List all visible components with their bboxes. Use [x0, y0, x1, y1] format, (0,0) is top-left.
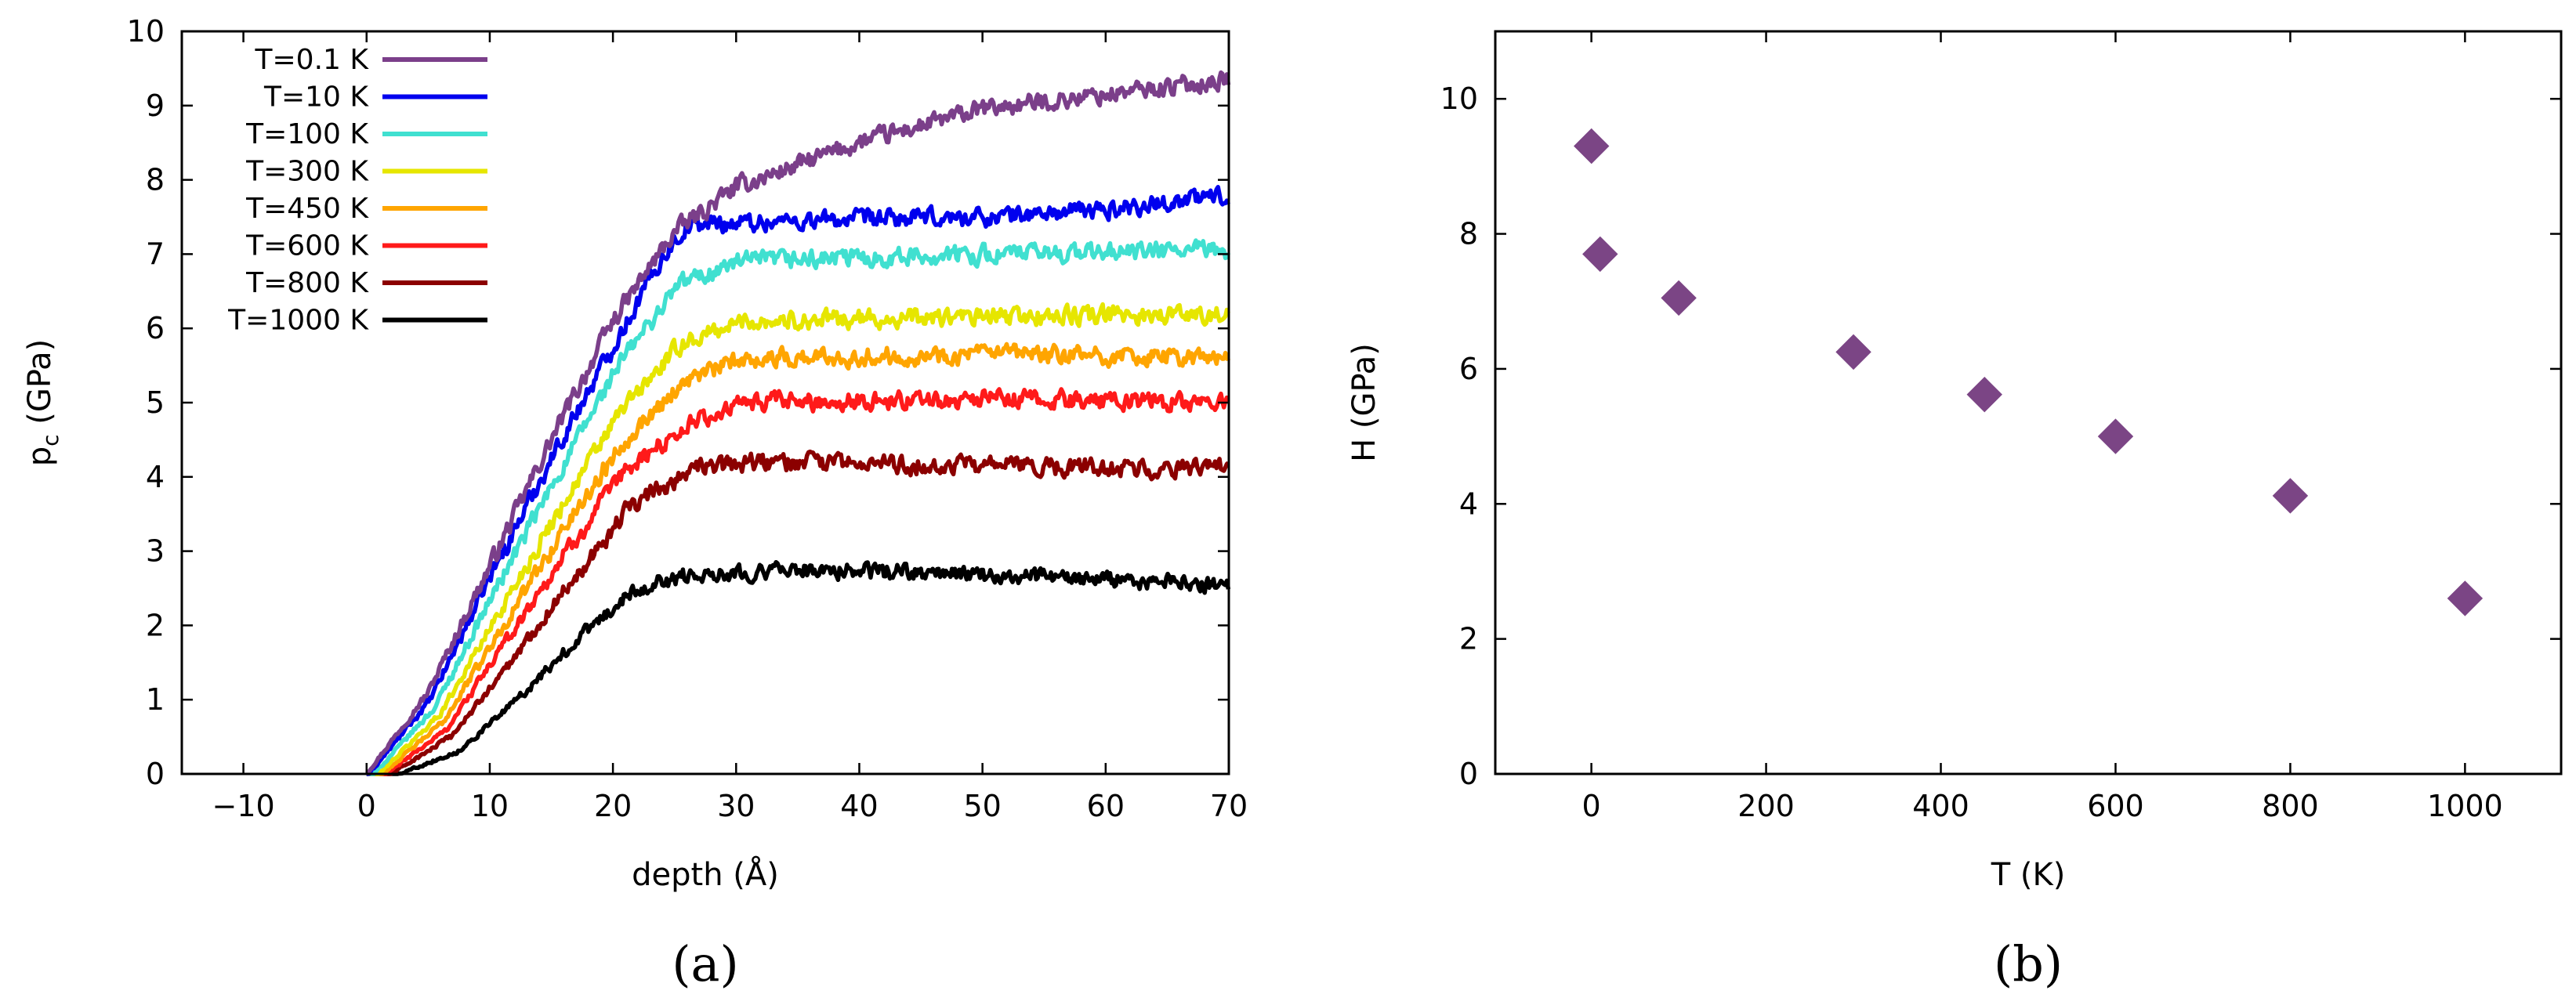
panel-b-x-tick-label: 800: [2262, 789, 2319, 823]
panel-b-y-tick-label: 4: [1459, 486, 1478, 521]
panel-a-plot-area: [365, 70, 1231, 776]
data-point-diamond: [1574, 128, 1610, 164]
panel-b-y-axis-label: H (GPa): [1346, 343, 1382, 462]
panel-a-y-tick-label: 5: [146, 385, 165, 420]
panel-a-x-axis-label: depth (Å): [632, 855, 779, 893]
panel-b-x-axis-label: T (K): [1991, 857, 2066, 893]
panel-a-y-tick-label: 10: [127, 14, 165, 49]
panel-a-y-tick-label: 3: [146, 534, 165, 569]
series-line-t-1000-k: [365, 559, 1231, 776]
panel-a-x-tick-label: 70: [1210, 789, 1248, 823]
series-line-t-10-k: [365, 185, 1230, 776]
panel-b-axes: 0 200 400 600 800 1000 0 2 4 6 8 10: [1440, 30, 2563, 823]
legend-label: T=800 K: [245, 267, 369, 299]
panel-a-x-tick-label: 20: [594, 789, 632, 823]
panel-a-y-tick-label: 0: [146, 757, 165, 791]
panel-a-x-tick-label: 40: [840, 789, 878, 823]
panel-b-x-tick-label: 200: [1737, 789, 1795, 823]
panel-b-y-tick-label: 0: [1459, 757, 1478, 791]
panel-a-y-tick-label: 1: [146, 682, 165, 717]
panel-a-x-tick-label: 30: [717, 789, 755, 823]
panel-b-y-tick-label: 10: [1440, 81, 1478, 116]
data-point-diamond: [1835, 334, 1871, 371]
panel-a-y-tick-label: 6: [146, 311, 165, 345]
legend-label: T=100 K: [245, 118, 369, 150]
data-point-diamond: [2097, 418, 2134, 454]
panel-b-scatter-chart: 0 200 400 600 800 1000 0 2 4 6 8 10 T (K) H (GPa) (…: [1346, 30, 2563, 992]
data-point-diamond: [2272, 478, 2309, 514]
series-line-t-100-k: [365, 238, 1231, 776]
panel-b-plot-area: [1574, 128, 2484, 616]
series-line-t-800-k: [365, 449, 1230, 776]
data-point-diamond: [1966, 376, 2002, 413]
legend-label: T=450 K: [245, 193, 369, 225]
panel-a-x-tick-label: 50: [963, 789, 1001, 823]
panel-a-y-tick-label: 2: [146, 608, 165, 642]
panel-b-y-tick-label: 8: [1459, 217, 1478, 251]
panel-a-y-tick-label: 8: [146, 163, 165, 197]
panel-a-x-tick-label: −10: [212, 789, 274, 823]
panel-b-x-tick-label: 0: [1582, 789, 1601, 823]
panel-b-frame: [1494, 30, 2563, 775]
panel-a-y-tick-label: 4: [146, 460, 165, 494]
panel-b-x-tick-label: 400: [1912, 789, 1969, 823]
panel-a-y-axis-label-main: p: [22, 446, 58, 466]
legend-label: T=1000 K: [227, 305, 369, 337]
panel-a-y-tick-label: 9: [146, 89, 165, 123]
panel-a-y-tick-label: 7: [146, 237, 165, 271]
panel-a-x-tick-label: 60: [1087, 789, 1125, 823]
panel-b-caption: (b): [1994, 935, 2063, 992]
panel-a-axes: −10 0 10 20 30 40 50 60 70 0 1 2 3 4 5 6 7 8 9 10: [127, 14, 1248, 823]
data-point-diamond: [1582, 236, 1618, 273]
series-line-t-0-1-k: [365, 70, 1231, 776]
panel-a-x-tick-label: 10: [471, 789, 509, 823]
panel-b-y-tick-label: 6: [1459, 352, 1478, 386]
panel-a-legend: T=0.1 K T=10 K T=100 K T=300 K T=450 K T=600 …: [227, 44, 487, 337]
legend-label: T=600 K: [245, 230, 369, 262]
legend-label: T=0.1 K: [255, 44, 370, 76]
series-line-t-450-k: [365, 342, 1230, 776]
legend-label: T=300 K: [245, 156, 369, 188]
series-line-t-600-k: [365, 387, 1230, 776]
series-line-t-300-k: [365, 302, 1230, 776]
panel-a-x-tick-label: 0: [357, 789, 376, 823]
panel-b-x-tick-label: 600: [2087, 789, 2144, 823]
legend-label: T=10 K: [263, 81, 369, 114]
panel-a-caption: (a): [672, 935, 738, 992]
panel-a-y-axis-label-unit: (GPa): [22, 339, 58, 435]
panel-a-y-axis-label-subscript: c: [38, 434, 63, 446]
panel-a-y-axis-label: pc (GPa): [22, 339, 63, 467]
panel-b-y-tick-label: 2: [1459, 622, 1478, 656]
data-point-diamond: [1661, 280, 1697, 316]
data-point-diamond: [2447, 580, 2484, 616]
panel-b-x-tick-label: 1000: [2427, 789, 2503, 823]
